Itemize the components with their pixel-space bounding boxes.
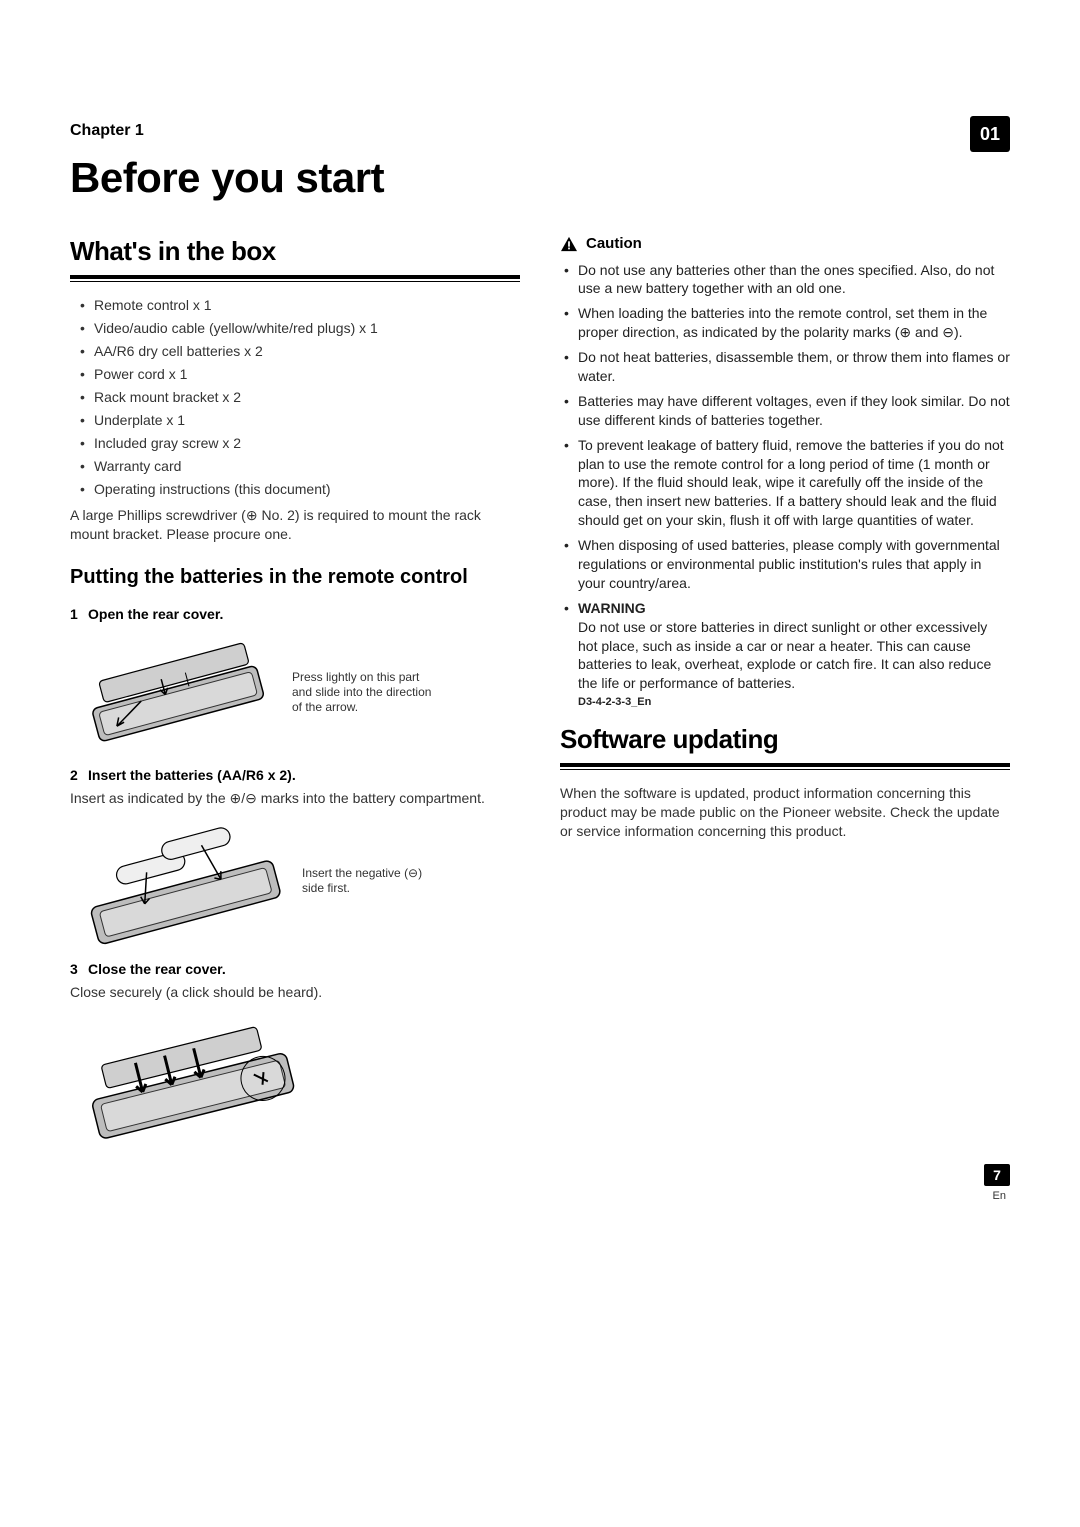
list-item: Power cord x 1 — [80, 365, 520, 384]
step-1-heading: 1Open the rear cover. — [70, 605, 520, 624]
list-item: Operating instructions (this document) — [80, 480, 520, 499]
page-number-badge: 7 — [984, 1164, 1010, 1186]
section-heading-software: Software updating — [560, 722, 1010, 757]
page-language-label: En — [993, 1189, 1006, 1204]
remote-open-illustration — [70, 632, 280, 752]
caution-label: Caution — [586, 234, 642, 254]
list-item: Do not use any batteries other than the … — [564, 261, 1010, 299]
step-3-heading: 3Close the rear cover. — [70, 960, 520, 979]
figure-open-cover: Press lightly on this part and slide int… — [70, 632, 520, 752]
figure-caption: Insert the negative (⊖) side first. — [302, 866, 442, 896]
page-title: Before you start — [70, 150, 1010, 207]
list-item: Do not heat batteries, disassemble them,… — [564, 348, 1010, 386]
warning-list-item: WARNING Do not use or store batteries in… — [564, 599, 1010, 710]
list-item: Warranty card — [80, 457, 520, 476]
step-number: 1 — [70, 605, 88, 624]
remote-close-illustration — [70, 1010, 310, 1140]
step-2-body: Insert as indicated by the ⊕/⊖ marks int… — [70, 789, 520, 808]
warning-heading: WARNING — [578, 600, 646, 616]
software-update-body: When the software is updated, product in… — [560, 784, 1010, 841]
remote-insert-illustration — [70, 816, 290, 946]
list-item: Remote control x 1 — [80, 296, 520, 315]
step-title: Insert the batteries (AA/R6 x 2). — [88, 767, 296, 783]
list-item: When disposing of used batteries, please… — [564, 536, 1010, 593]
heading-rule — [70, 275, 520, 282]
step-3-body: Close securely (a click should be heard)… — [70, 983, 520, 1002]
right-column: Caution Do not use any batteries other t… — [560, 234, 1010, 1143]
list-item: Underplate x 1 — [80, 411, 520, 430]
list-item: Batteries may have different voltages, e… — [564, 392, 1010, 430]
left-column: What's in the box Remote control x 1 Vid… — [70, 234, 520, 1143]
warning-triangle-icon — [560, 236, 578, 252]
box-contents-list: Remote control x 1 Video/audio cable (ye… — [80, 296, 520, 498]
list-item: Video/audio cable (yellow/white/red plug… — [80, 319, 520, 338]
section-heading-batteries: Putting the batteries in the remote cont… — [70, 564, 520, 591]
step-title: Open the rear cover. — [88, 606, 223, 622]
list-item: When loading the batteries into the remo… — [564, 304, 1010, 342]
list-item: AA/R6 dry cell batteries x 2 — [80, 342, 520, 361]
step-2-heading: 2Insert the batteries (AA/R6 x 2). — [70, 766, 520, 785]
figure-insert-batteries: Insert the negative (⊖) side first. — [70, 816, 520, 946]
warning-code: D3-4-2-3-3_En — [578, 695, 1010, 710]
screwdriver-note: A large Phillips screwdriver (⊕ No. 2) i… — [70, 506, 520, 544]
chapter-number-badge: 01 — [970, 116, 1010, 152]
step-number: 2 — [70, 766, 88, 785]
step-number: 3 — [70, 960, 88, 979]
caution-list: Do not use any batteries other than the … — [564, 261, 1010, 711]
step-title: Close the rear cover. — [88, 961, 226, 977]
figure-close-cover — [70, 1010, 520, 1140]
list-item: Rack mount bracket x 2 — [80, 388, 520, 407]
list-item: To prevent leakage of battery fluid, rem… — [564, 436, 1010, 530]
chapter-label: Chapter 1 — [70, 120, 1010, 142]
section-heading-whats-in-box: What's in the box — [70, 234, 520, 269]
list-item: Included gray screw x 2 — [80, 434, 520, 453]
warning-body: Do not use or store batteries in direct … — [578, 619, 991, 692]
figure-caption: Press lightly on this part and slide int… — [292, 670, 432, 715]
heading-rule — [560, 763, 1010, 770]
